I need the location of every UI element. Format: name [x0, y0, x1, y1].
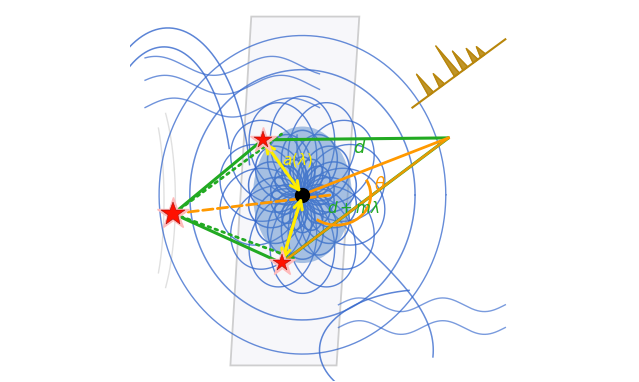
Text: $\theta$: $\theta$	[374, 176, 386, 194]
Polygon shape	[231, 16, 359, 366]
Text: $a(\lambda)$: $a(\lambda)$	[282, 151, 313, 169]
Polygon shape	[417, 74, 433, 96]
Polygon shape	[436, 46, 459, 77]
Polygon shape	[452, 51, 468, 70]
Polygon shape	[476, 47, 486, 57]
Polygon shape	[466, 48, 478, 63]
Text: $d + m\lambda$: $d + m\lambda$	[327, 200, 380, 216]
Text: $d$: $d$	[353, 139, 366, 157]
Polygon shape	[433, 73, 445, 87]
Ellipse shape	[253, 126, 351, 263]
